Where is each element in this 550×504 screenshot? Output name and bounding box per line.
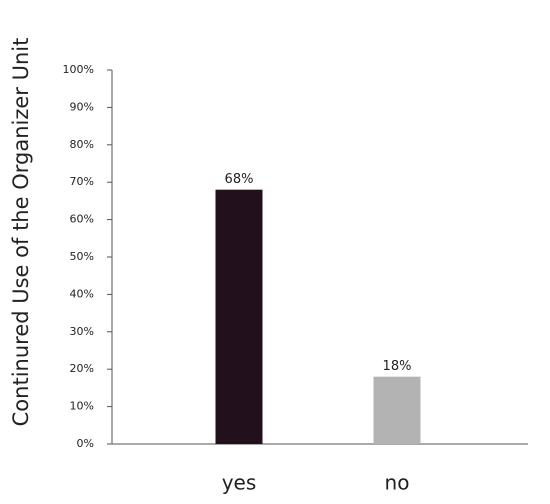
x-tick-label: yes [222,471,257,495]
y-axis-title: Continured Use of the Organizer Unit [9,38,33,427]
x-tick-label: no [385,471,410,495]
value-label: 68% [225,172,254,187]
y-tick-label: 70% [70,175,94,188]
y-tick-label: 100% [63,63,94,76]
y-tick-label: 60% [70,213,94,226]
bar [373,376,421,444]
y-tick-label: 30% [70,325,94,338]
y-tick-label: 50% [70,250,94,263]
bar [215,189,263,444]
y-tick-label: 0% [77,437,94,450]
y-tick-label: 80% [70,138,94,151]
y-tick-label: 10% [70,400,94,413]
value-label: 18% [383,359,412,374]
y-tick-label: 40% [70,287,94,300]
y-tick-label: 90% [70,100,94,113]
y-tick-label: 20% [70,362,94,375]
